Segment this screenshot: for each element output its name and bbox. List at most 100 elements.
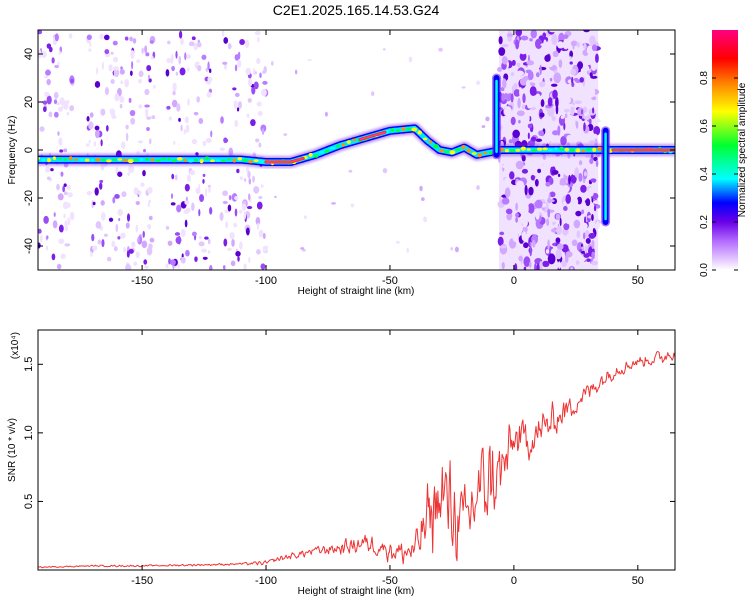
ridge-blob [558, 146, 564, 151]
noise-speckle [512, 231, 519, 242]
ridge-blob [139, 158, 144, 161]
noise-speckle [551, 115, 556, 122]
noise-speckle [583, 252, 590, 258]
noise-speckle [574, 167, 580, 178]
noise-speckle [178, 30, 183, 39]
noise-speckle [91, 233, 95, 242]
noise-speckle [520, 132, 524, 138]
noise-speckle [168, 116, 172, 121]
noise-speckle [95, 221, 102, 229]
noise-speckle [504, 177, 511, 188]
noise-speckle [546, 61, 554, 68]
noise-speckle [565, 216, 570, 225]
noise-speckle [191, 231, 197, 237]
colorbar-ticks: 0.0 0.2 0.4 0.6 0.8 [699, 71, 738, 277]
noise-speckle [536, 263, 540, 270]
noise-speckle [245, 67, 251, 76]
ridge-blob [237, 157, 243, 161]
noise-speckle [66, 111, 70, 116]
noise-speckle [178, 55, 182, 65]
noise-speckle [110, 79, 115, 84]
noise-speckle [555, 96, 559, 108]
noise-speckle [585, 98, 589, 104]
ridge-blob [68, 156, 73, 161]
noise-speckle [58, 137, 63, 146]
noise-speckle [170, 259, 176, 266]
ridge-blob [575, 148, 581, 153]
noise-speckle [88, 48, 92, 52]
ridge-blob [346, 140, 352, 144]
noise-speckle [528, 261, 532, 268]
noise-speckle [563, 166, 571, 177]
noise-speckle [234, 92, 240, 98]
spectrogram-y-tick-label: 40 [23, 48, 35, 60]
noise-speckle [176, 103, 181, 112]
noise-speckle [247, 170, 251, 179]
noise-speckle [549, 191, 556, 198]
noise-speckle [515, 212, 519, 218]
noise-speckle [545, 249, 550, 254]
noise-speckle [510, 124, 514, 133]
noise-speckle [170, 202, 176, 206]
noise-speckle [171, 99, 178, 108]
ridge-blob [433, 144, 439, 149]
noise-speckle [100, 108, 106, 116]
spectrogram-x-tick-label: -100 [255, 275, 277, 287]
noise-speckle [184, 200, 190, 205]
noise-speckle [563, 223, 570, 231]
ridge-blob [504, 148, 510, 153]
noise-speckle [250, 119, 256, 127]
noise-speckle [294, 69, 298, 75]
noise-speckle [166, 105, 171, 110]
noise-speckle [247, 78, 253, 87]
noise-speckle [591, 44, 598, 52]
spectrogram-y-tick-label: 0 [23, 147, 35, 153]
noise-speckle [580, 109, 583, 115]
ridge-blob [395, 129, 401, 133]
noise-speckle [42, 100, 48, 105]
noise-speckle [153, 84, 156, 89]
noise-speckle [526, 96, 529, 107]
noise-speckle [585, 198, 591, 207]
noise-speckle [303, 215, 307, 219]
noise-speckle [223, 37, 229, 44]
ridge-blob [515, 148, 521, 152]
noise-speckle [539, 112, 545, 118]
ridge-blob [204, 156, 210, 161]
noise-speckle [515, 160, 524, 170]
noise-speckle [91, 200, 94, 209]
noise-speckle [423, 216, 427, 223]
noise-speckle [481, 125, 486, 128]
noise-speckle [511, 59, 516, 66]
noise-speckle [224, 138, 229, 143]
ridge-blob [79, 157, 85, 162]
ridge-blob [466, 148, 471, 153]
noise-speckle [44, 91, 50, 97]
noise-speckle [498, 36, 503, 45]
noise-speckle [119, 69, 125, 75]
noise-speckle [173, 140, 176, 145]
snr-panel: -150 -100 -50 0 50 0.5 1.0 1.5 Height of straig… [7, 329, 676, 597]
noise-speckle [504, 115, 510, 122]
noise-speckle [259, 72, 262, 79]
noise-speckle [52, 220, 58, 229]
noise-speckle [101, 212, 106, 221]
noise-speckle [572, 43, 575, 50]
noise-speckle [148, 78, 152, 83]
ridge-strong-core [359, 131, 386, 141]
noise-speckle [516, 62, 521, 68]
noise-speckle [260, 89, 267, 97]
noise-speckle [184, 52, 187, 61]
noise-speckle [187, 67, 190, 72]
noise-speckle [555, 213, 561, 221]
noise-speckle [588, 86, 596, 98]
noise-speckle [548, 192, 551, 204]
noise-speckle [171, 173, 175, 180]
noise-speckle [590, 178, 597, 183]
ridge-blob [194, 158, 198, 163]
noise-speckle [575, 260, 580, 265]
noise-speckle [125, 124, 129, 130]
noise-speckle [519, 52, 527, 61]
noise-speckle [137, 78, 142, 84]
colorbar-label: Normalized spectral amplitude [737, 82, 748, 217]
